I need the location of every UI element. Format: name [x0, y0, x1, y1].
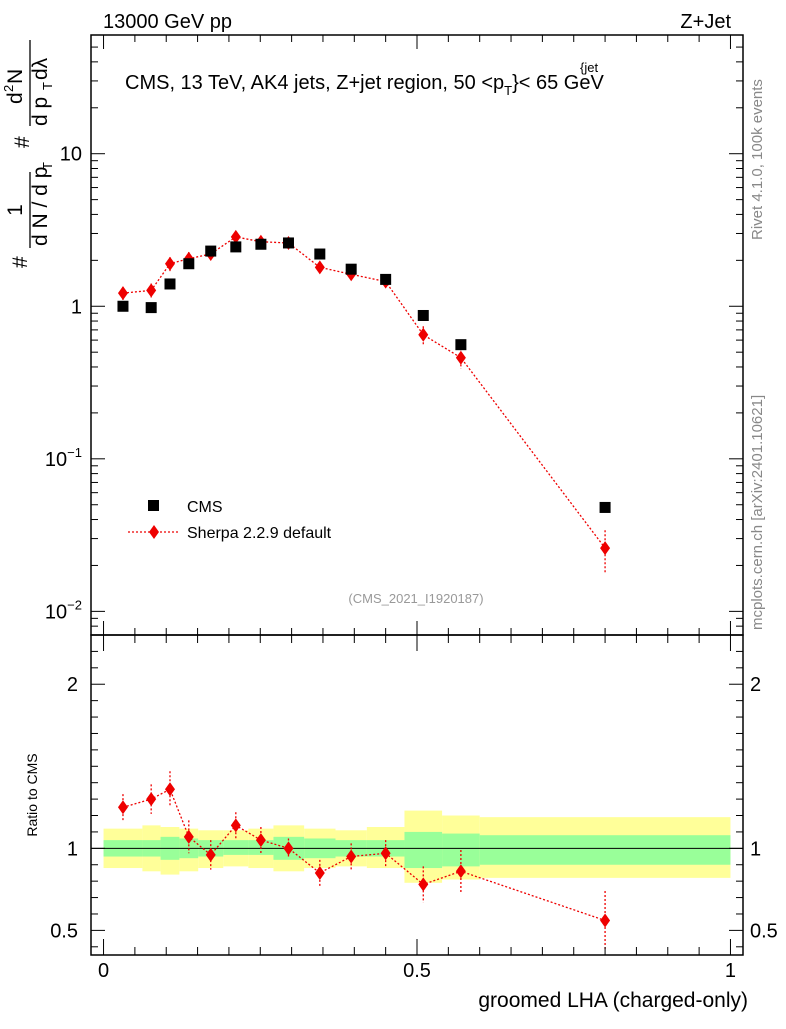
cms-point [455, 339, 467, 351]
ratio-y-tick-label-right: 0.5 [750, 920, 778, 942]
sherpa-point [164, 256, 175, 271]
main-title: CMS, 13 TeV, AK4 jets, Z+jet region, 50 … [125, 72, 604, 98]
ratio-point [314, 865, 325, 880]
cms-point [282, 237, 294, 249]
ratio-y-tick-label-right: 1 [750, 838, 761, 860]
ylabel-den2-tail: dλ [29, 57, 52, 80]
ratio-y-tick-label-right: 2 [750, 674, 761, 696]
ratio-point [205, 847, 216, 862]
ylabel-den2-sub: T [40, 82, 55, 90]
sherpa-point [455, 350, 466, 365]
legend-cms-marker [148, 500, 159, 511]
sherpa-point [230, 229, 241, 244]
ratio-y-tick-label-left: 1 [67, 838, 78, 860]
ylabel-den1-sub: T [40, 162, 55, 170]
cms-point [145, 302, 157, 314]
sherpa-point [314, 260, 325, 275]
ratio-point [183, 829, 194, 844]
cms-point [230, 241, 242, 253]
main-y-tick-label: 1 [71, 296, 82, 318]
x-tick-label: 0 [98, 960, 109, 982]
ylabel-hash-1: # [9, 256, 32, 268]
main-title-text: CMS, 13 TeV, AK4 jets, Z+jet region, 50 … [125, 72, 504, 94]
sherpa-point [146, 283, 157, 298]
sherpa-point [117, 286, 128, 301]
cms-point [380, 273, 392, 285]
ylabel-num2: d [4, 92, 27, 104]
ratio-y-tick-label-left: 0.5 [50, 920, 78, 942]
cms-point [314, 248, 326, 260]
x-tick-label: 0.5 [403, 960, 431, 982]
cms-point [345, 263, 357, 275]
x-axis-label: groomed LHA (charged-only) [478, 989, 748, 1012]
ratio-point [418, 877, 429, 892]
cms-point [205, 245, 217, 257]
ylabel-den2: d p [29, 97, 52, 126]
ratio-band-inner [404, 831, 443, 869]
main-title-tail: }< 65 GeV [512, 72, 604, 94]
main-y-axis-label: # 1 d N / d p T # d 2 N d p T dλ [1, 40, 55, 268]
cms-point [164, 278, 176, 290]
ylabel-num2-tail: N [4, 69, 27, 84]
ratio-point [117, 800, 128, 815]
cms-point [183, 258, 195, 270]
ratio-point [283, 841, 294, 856]
main-y-tick-label: 10−1 [45, 445, 82, 471]
cms-point [417, 309, 429, 321]
legend-cms-label: CMS [187, 499, 223, 516]
ratio-y-label: Ratio to CMS [24, 753, 40, 836]
ratio-point [346, 849, 357, 864]
main-y-tick-label-base: 10 [60, 144, 82, 166]
main-y-tick-label-exp: −1 [67, 445, 82, 460]
ylabel-den1: d N / d p [29, 167, 52, 246]
ratio-panel: 0.5 0.5 1 1 2 2 0 0.5 1 Ratio to CMS groomed LHA… [24, 634, 778, 1012]
legend-sherpa-marker [149, 525, 159, 539]
ylabel-one: 1 [4, 204, 27, 216]
ratio-point [455, 864, 466, 879]
ratio-point [600, 913, 611, 928]
x-tick-label: 1 [725, 960, 736, 982]
cms-point [117, 300, 129, 312]
ratio-point [255, 833, 266, 848]
ratio-sherpa-line [122, 788, 606, 922]
header-left: 13000 GeV pp [103, 11, 232, 33]
legend: CMS Sherpa 2.2.9 default [128, 499, 332, 542]
main-y-tick-label-base: 1 [71, 296, 82, 318]
watermark: (CMS_2021_I1920187) [348, 591, 483, 606]
legend-sherpa-label: Sherpa 2.2.9 default [187, 525, 332, 542]
main-y-tick-label-base: 10 [45, 449, 67, 471]
main-y-tick-label-exp: −2 [67, 597, 82, 612]
main-plot-area [117, 229, 611, 573]
mcplots-label: mcplots.cern.ch [arXiv:2401.10621] [749, 395, 766, 630]
main-y-tick-label-base: 10 [45, 601, 67, 623]
ratio-point [380, 846, 391, 861]
ratio-y-tick-label-left: 2 [67, 674, 78, 696]
ratio-axes: 0.5 0.5 1 1 2 2 0 0.5 1 [50, 634, 778, 982]
ratio-point [164, 782, 175, 797]
cms-point [255, 238, 267, 250]
main-y-tick-label: 10−2 [45, 597, 82, 623]
main-title-sup: {jet [580, 60, 598, 75]
ylabel-num2-sup: 2 [1, 85, 16, 92]
ratio-band-inner [479, 835, 731, 865]
sherpa-point [418, 327, 429, 342]
ratio-band-inner [223, 840, 249, 855]
main-title-sub: T [504, 83, 512, 98]
ylabel-hash-2: # [11, 136, 34, 148]
rivet-label: Rivet 4.1.0, 100k events [749, 79, 766, 240]
header-right: Z+Jet [680, 11, 731, 33]
main-y-tick-label: 10 [60, 144, 82, 166]
ratio-point [146, 792, 157, 807]
cms-point [599, 501, 611, 513]
ratio-plot-area [91, 771, 743, 951]
sherpa-point [600, 541, 611, 556]
ratio-point [230, 818, 241, 833]
